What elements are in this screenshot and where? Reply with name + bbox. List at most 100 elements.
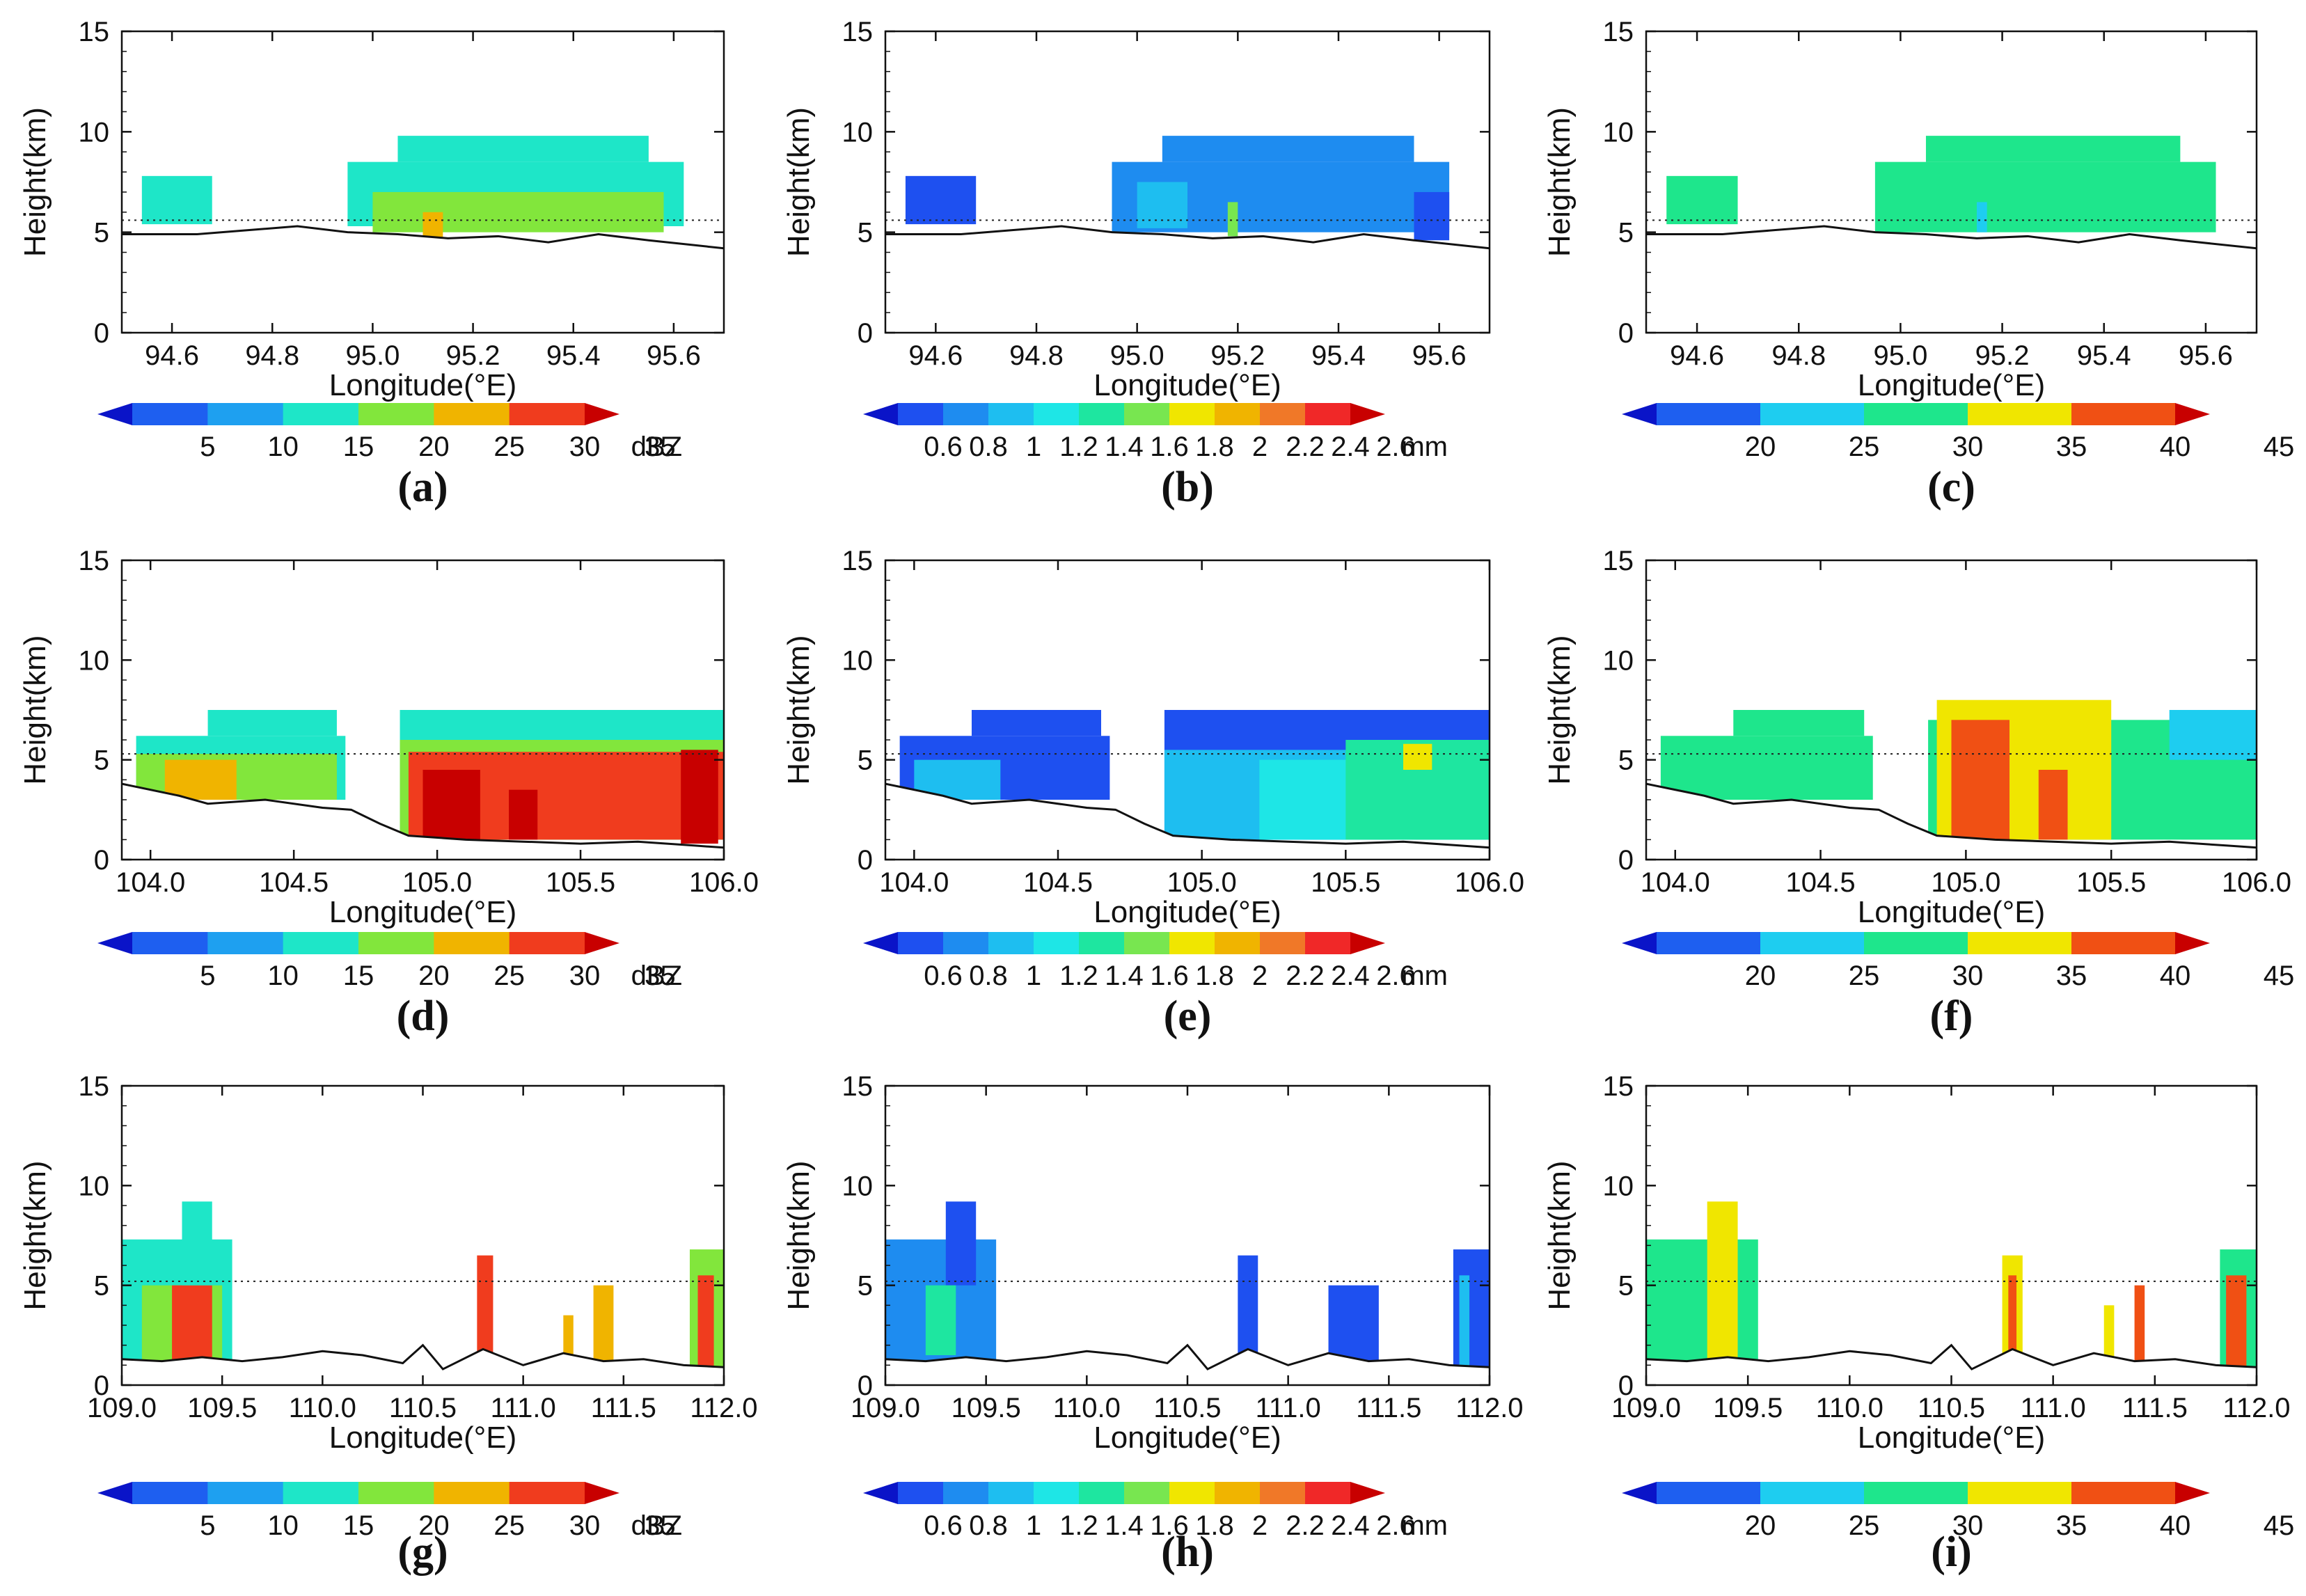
- colorbar-swatch: [1657, 932, 1761, 954]
- colorbar-tick-label: 5: [200, 961, 215, 991]
- colorbar-tick-label: 20: [418, 432, 450, 462]
- colorbar-swatch: [1305, 1482, 1351, 1504]
- x-tick-label: 110.0: [289, 1393, 356, 1423]
- colorbar-tick-label: 10: [267, 961, 299, 991]
- x-tick-label: 106.0: [1455, 867, 1524, 898]
- colorbar-tick-label: 2.2: [1286, 1510, 1325, 1541]
- colorbar-tick-label: 25: [493, 961, 525, 991]
- panel-label: (i): [1931, 1528, 1972, 1576]
- x-tick-label: 111.0: [1256, 1393, 1321, 1423]
- colorbar-swatch: [1864, 403, 1968, 425]
- data-cell: [1874, 161, 2216, 232]
- colorbar-swatch: [358, 932, 434, 954]
- x-tick-label: 106.0: [2222, 867, 2291, 898]
- y-tick-label: 5: [1618, 1271, 1634, 1302]
- y-axis-label: Height(km): [782, 1160, 816, 1310]
- y-tick-label: 0: [858, 318, 873, 349]
- panel-e: 0 5 10 15 104.0 104.5 105.0 105.5 106.0 Longitude…: [782, 546, 1524, 1040]
- x-tick-label: 105.0: [1167, 867, 1237, 898]
- terrain-line: [885, 782, 1490, 849]
- x-tick-label: 105.0: [402, 867, 472, 898]
- data-cell: [945, 1201, 977, 1286]
- colorbar-swatch: [358, 403, 434, 425]
- colorbar-swatch: [1215, 932, 1261, 954]
- colorbar-tick-label: 2.4: [1331, 432, 1370, 462]
- colorbar: 0.6 0.8 1 1.2 1.4 1.6 1.8 2 2.2 2.4 2.6mm: [863, 1482, 1448, 1541]
- panel-label: (h): [1161, 1528, 1214, 1576]
- colorbar-swatch: [988, 1482, 1034, 1504]
- y-tick-label: 0: [858, 1370, 873, 1401]
- colorbar-tick-label: 30: [1952, 961, 1984, 991]
- y-tick-label: 15: [79, 546, 110, 576]
- data-cell: [2226, 1275, 2247, 1368]
- data-cell: [593, 1285, 614, 1361]
- x-tick-label: 95.6: [647, 340, 701, 371]
- colorbar-tick-label: 2.4: [1331, 961, 1370, 991]
- x-tick-label: 111.5: [2122, 1393, 2188, 1423]
- data-cell: [1227, 202, 1238, 237]
- plot-frame: [884, 30, 1491, 334]
- x-tick-label: 112.0: [1455, 1393, 1523, 1423]
- x-tick-label: 105.0: [1931, 867, 2000, 898]
- data-cell: [164, 759, 237, 800]
- colorbar-tick-label: 35: [2056, 432, 2087, 462]
- data-cell: [972, 710, 1101, 736]
- colorbar-unit: dBZ: [631, 961, 682, 991]
- colorbar-swatch: [283, 403, 359, 425]
- plot-area: [885, 1086, 1490, 1385]
- colorbar-tick-label: 1.6: [1150, 432, 1189, 462]
- data-cell: [2103, 1305, 2115, 1361]
- colorbar-tick-label: 0.6: [924, 1510, 963, 1541]
- x-axis-label: Longitude(°E): [1093, 895, 1281, 929]
- y-tick-label: 15: [79, 1071, 110, 1102]
- colorbar-swatch: [207, 932, 284, 954]
- terrain-line: [885, 1343, 1490, 1370]
- panel-i: 0 5 10 15 109.0 109.5 110.0 110.5 111.0 111.5 112.…: [1542, 1071, 2294, 1576]
- colorbar-swatch: [898, 1482, 944, 1504]
- panel-label: (a): [397, 464, 448, 511]
- colorbar-tick-label: 2.6: [1376, 1510, 1415, 1541]
- colorbar-tick-label: 1.4: [1105, 961, 1144, 991]
- colorbar-swatch: [509, 403, 585, 425]
- colorbar-tick-label: 45: [2264, 432, 2295, 462]
- colorbar-unit: mm: [1401, 432, 1448, 462]
- colorbar-swatch: [1079, 1482, 1125, 1504]
- colorbar-swatch: [1215, 403, 1261, 425]
- colorbar-swatch: [1864, 932, 1968, 954]
- colorbar-swatch: [509, 1482, 585, 1504]
- x-tick-label: 104.0: [1641, 867, 1710, 898]
- data-cell: [905, 175, 977, 225]
- plot-area: [1646, 560, 2257, 860]
- colorbar-swatch: [2071, 403, 2176, 425]
- x-axis-label: Longitude(°E): [1858, 368, 2046, 402]
- colorbar-swatch: [1034, 1482, 1080, 1504]
- colorbar-swatch: [132, 1482, 208, 1504]
- colorbar-arrow-left: [863, 403, 898, 425]
- colorbar-tick-label: 35: [645, 432, 676, 462]
- x-axis-label: Longitude(°E): [1858, 895, 2046, 929]
- data-cell: [1403, 743, 1432, 770]
- colorbar-tick-label: 30: [1952, 432, 1984, 462]
- colorbar-tick-label: 5: [200, 432, 215, 462]
- terrain-mask: [122, 226, 724, 333]
- colorbar-tick-label: 40: [2160, 1510, 2191, 1541]
- colorbar-swatch: [1760, 932, 1865, 954]
- y-tick-label: 5: [1618, 218, 1634, 248]
- colorbar-arrow-left: [863, 932, 898, 954]
- colorbar-tick-label: 1.6: [1150, 1510, 1189, 1541]
- y-tick-label: 15: [842, 17, 874, 47]
- x-tick-label: 110.0: [1816, 1393, 1884, 1423]
- colorbar-swatch: [1215, 1482, 1261, 1504]
- x-tick-label: 94.6: [1670, 340, 1724, 371]
- colorbar-tick-label: 45: [2264, 961, 2295, 991]
- colorbar-tick-label: 2.6: [1376, 432, 1415, 462]
- data-cell: [2169, 710, 2257, 760]
- colorbar-tick-label: 1: [1026, 432, 1041, 462]
- x-tick-label: 95.4: [2077, 340, 2131, 371]
- data-cell: [697, 1275, 714, 1368]
- colorbar-arrow-right: [585, 1482, 619, 1504]
- colorbar-tick-label: 20: [418, 961, 450, 991]
- colorbar-tick-label: 1.2: [1059, 961, 1098, 991]
- y-tick-label: 5: [94, 745, 109, 776]
- y-tick-label: 5: [94, 218, 109, 248]
